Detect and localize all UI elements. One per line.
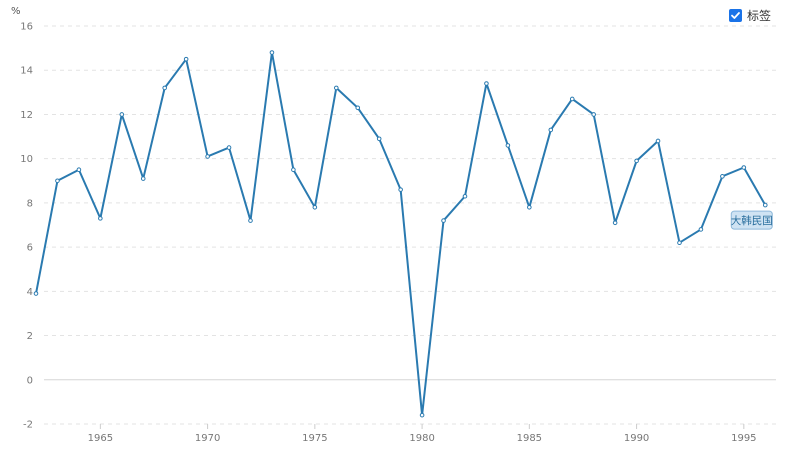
checkmark-icon [731, 12, 740, 19]
data-point [119, 112, 125, 117]
data-point [183, 56, 189, 62]
data-point [634, 158, 639, 164]
data-point [569, 96, 575, 102]
data-point [269, 50, 275, 55]
y-tick-label: 2 [27, 331, 33, 342]
data-point [677, 240, 682, 245]
data-point [548, 127, 554, 133]
data-point [762, 202, 768, 208]
x-tick-label: 1990 [624, 433, 649, 444]
data-point [205, 154, 210, 159]
series-line [35, 51, 767, 417]
axes: -2 0 2 4 6 8 10 12 14 16% 1965 1970 1975 1980 1985 1990… [11, 6, 757, 444]
label-toggle-text: 标签 [747, 9, 772, 23]
x-tick-label: 1995 [731, 433, 756, 444]
data-point [355, 105, 361, 111]
data-point [655, 138, 661, 144]
label-checkbox[interactable] [729, 9, 742, 22]
x-tick-label: 1975 [302, 433, 327, 444]
data-point [55, 178, 60, 184]
y-tick-label: 4 [27, 287, 33, 298]
data-point [527, 205, 532, 210]
data-point [98, 216, 103, 221]
x-tick-label: 1965 [88, 433, 113, 444]
x-tick-label: 1985 [517, 433, 542, 444]
label-layer: 大韩民国 [730, 210, 773, 230]
data-point [720, 174, 725, 179]
data-point [33, 291, 39, 296]
series-layer [33, 50, 768, 418]
data-point [505, 143, 511, 148]
data-point [398, 187, 403, 192]
data-point [441, 218, 446, 223]
data-point [140, 176, 146, 181]
data-point [462, 193, 468, 199]
y-tick-label: -2 [23, 420, 33, 431]
series-end-label: 大韩民国 [731, 214, 773, 227]
y-tick-label: 0 [27, 375, 33, 386]
data-point [698, 227, 704, 232]
data-point [591, 112, 596, 117]
series-end-label-box [730, 210, 773, 230]
data-point [376, 136, 382, 142]
data-point [484, 81, 489, 86]
gridlines [44, 25, 776, 425]
y-tick-label: 12 [20, 110, 33, 121]
y-tick-label: 10 [20, 154, 33, 165]
x-tick-label: 1980 [409, 433, 434, 444]
data-point [76, 167, 82, 173]
y-axis-unit-label: % [11, 6, 21, 17]
data-point [419, 412, 425, 418]
y-tick-label: 8 [27, 198, 33, 209]
data-point [612, 220, 618, 226]
data-point [333, 85, 339, 91]
y-tick-label: 14 [20, 66, 33, 77]
data-point [291, 167, 296, 173]
label-toggle[interactable]: 标签 [729, 7, 771, 24]
data-point [162, 85, 167, 91]
data-point [312, 205, 318, 210]
x-tick-label: 1970 [195, 433, 220, 444]
data-point [248, 218, 253, 223]
y-tick-label: 16 [20, 22, 33, 33]
y-tick-label: 6 [27, 243, 33, 254]
data-point [741, 165, 747, 170]
data-point [226, 145, 232, 150]
